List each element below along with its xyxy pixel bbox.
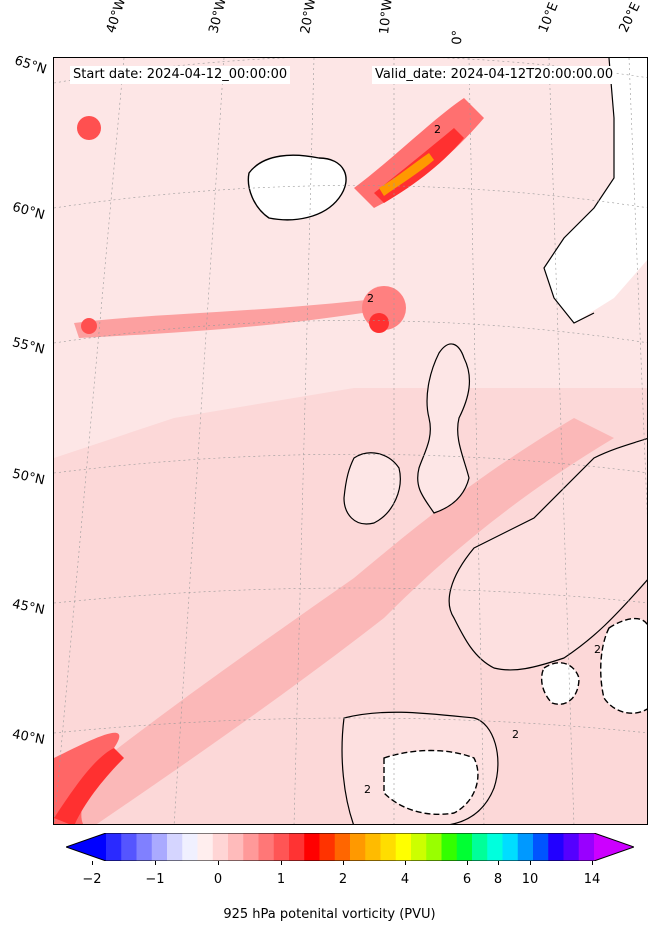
lon-label-10w: 10°W xyxy=(377,0,396,35)
colorbar-segment xyxy=(258,833,275,861)
cb-tick-label: 10 xyxy=(521,872,539,887)
lat-label-40n: 40°N xyxy=(10,727,46,748)
colorbar xyxy=(66,833,634,861)
colorbar-segment xyxy=(395,833,412,861)
lon-label-30w: 30°W xyxy=(206,0,230,36)
cb-tick-label: −1 xyxy=(145,872,165,887)
cb-tick-label: 4 xyxy=(400,872,410,887)
cb-tickmark xyxy=(343,861,344,865)
cb-tickmark xyxy=(218,861,219,865)
colorbar-segment xyxy=(197,833,214,861)
colorbar-segment xyxy=(441,833,458,861)
colorbar-title: 925 hPa potenital vorticity (PVU) xyxy=(223,907,436,922)
lat-label-55n: 55°N xyxy=(10,335,47,358)
colorbar-segment xyxy=(456,833,473,861)
cb-tick-label: 8 xyxy=(493,872,503,887)
lon-label-40w: 40°W xyxy=(103,0,130,35)
cb-tickmark xyxy=(467,861,468,865)
lon-label-10e: 10°E xyxy=(536,0,562,36)
colorbar-segment xyxy=(212,833,229,861)
colorbar-segment xyxy=(487,833,503,861)
colorbar-segment xyxy=(319,833,336,861)
colorbar-segment xyxy=(578,833,595,861)
contour-label-2-c: 2 xyxy=(364,783,371,796)
start-date-label: Start date: 2024-04-12_00:00:00 xyxy=(70,66,291,84)
colorbar-segment xyxy=(304,833,320,861)
colorbar-segment xyxy=(426,833,442,861)
valid-date-label: Valid_date: 2024-04-12T20:00:00.00 xyxy=(372,66,617,84)
colorbar-extend-low xyxy=(66,833,106,861)
cb-tick-label: 6 xyxy=(462,872,472,887)
colorbar-segment xyxy=(106,833,122,861)
cb-tick-label: 2 xyxy=(338,872,348,887)
cb-tick-label: 0 xyxy=(213,872,223,887)
cb-tick-label: 14 xyxy=(583,872,601,887)
cb-tickmark xyxy=(92,861,93,865)
colorbar-segment xyxy=(334,833,351,861)
colorbar-segment xyxy=(350,833,366,861)
colorbar-extend-high xyxy=(594,833,634,861)
lon-label-20e: 20°E xyxy=(616,0,644,36)
cb-tickmark xyxy=(281,861,282,865)
cb-tickmark xyxy=(530,861,531,865)
cb-tickmark xyxy=(155,861,156,865)
colorbar-segment xyxy=(136,833,153,861)
colorbar-segment xyxy=(365,833,381,861)
lon-label-20w: 20°W xyxy=(298,0,320,36)
cb-tick-label: −2 xyxy=(82,872,102,887)
contour-label-2-a: 2 xyxy=(434,123,441,136)
colorbar-segment xyxy=(563,833,580,861)
colorbar-segment xyxy=(548,833,564,861)
colorbar-segment xyxy=(411,833,427,861)
colorbar-segment xyxy=(289,833,305,861)
lat-label-65n: 65°N xyxy=(12,53,49,78)
colorbar-segment xyxy=(243,833,259,861)
lat-label-60n: 60°N xyxy=(10,199,47,224)
colorbar-segment xyxy=(151,833,168,861)
cb-tickmark xyxy=(592,861,593,865)
cb-tickmark xyxy=(498,861,499,865)
lon-label-0: 0° xyxy=(450,29,466,45)
colorbar-segment xyxy=(472,833,488,861)
colorbar-segment xyxy=(533,833,549,861)
contour-label-2-b: 2 xyxy=(367,292,374,305)
cb-tickmark xyxy=(405,861,406,865)
lat-label-45n: 45°N xyxy=(10,596,46,619)
colorbar-segment xyxy=(502,833,519,861)
colorbar-segment xyxy=(228,833,244,861)
colorbar-segment xyxy=(121,833,137,861)
contour-label-2-d: 2 xyxy=(512,728,519,741)
cb-tick-label: 1 xyxy=(276,872,286,887)
colorbar-segment xyxy=(517,833,534,861)
colorbar-segment xyxy=(273,833,290,861)
pv-field-map: 2 2 2 2 2 xyxy=(54,58,647,824)
map-panel[interactable]: 2 2 2 2 2 xyxy=(53,57,648,825)
colorbar-segment xyxy=(380,833,397,861)
contour-label-2-e: 2 xyxy=(594,643,601,656)
colorbar-segment xyxy=(182,833,198,861)
colorbar-segment xyxy=(167,833,183,861)
lat-label-50n: 50°N xyxy=(10,466,47,489)
